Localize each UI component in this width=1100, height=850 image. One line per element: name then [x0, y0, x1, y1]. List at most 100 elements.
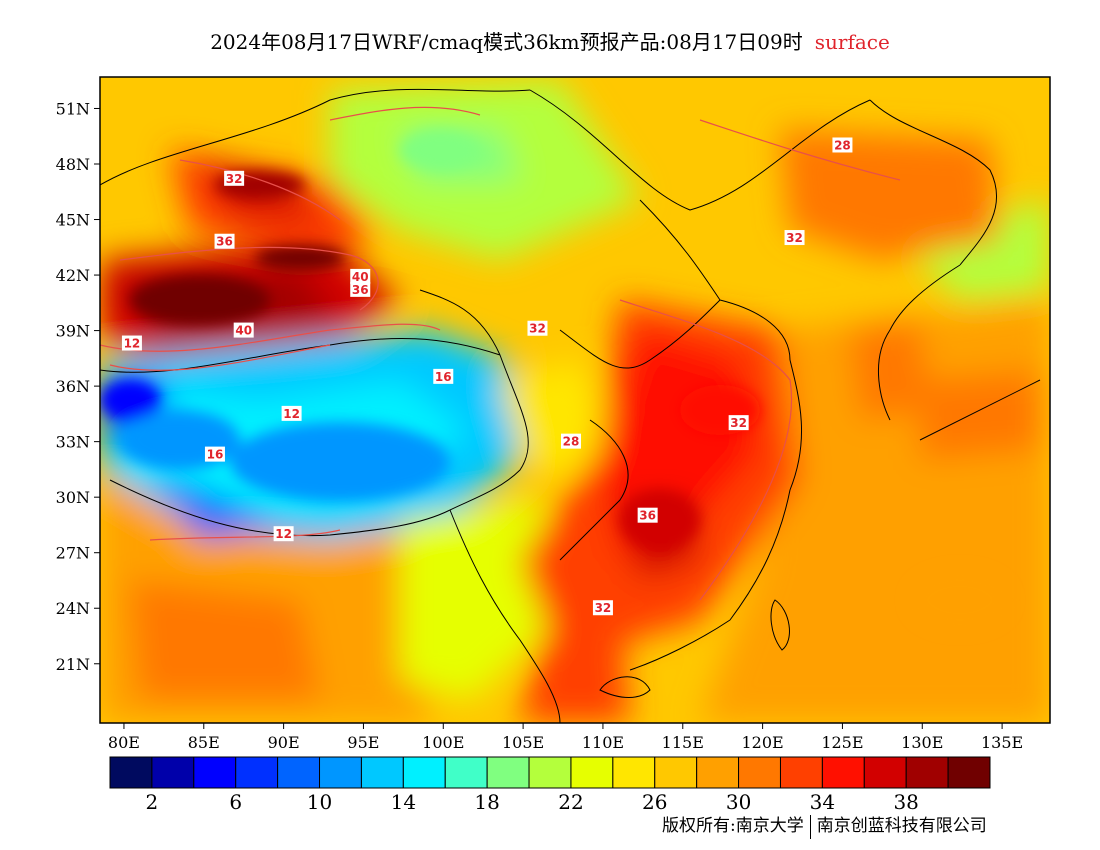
contour-label: 40: [350, 268, 371, 284]
contour-label: 32: [592, 600, 613, 616]
contour-label-bg: [637, 507, 658, 523]
contour-label-value: 28: [563, 435, 580, 449]
contour-label-value: 40: [352, 270, 369, 284]
contour-label-value: 12: [124, 337, 141, 351]
contour-label-value: 12: [283, 407, 300, 421]
contour-label-value: 28: [834, 138, 851, 152]
lat-tick-label: 51N: [56, 99, 90, 118]
contour-label-value: 16: [207, 448, 224, 462]
contour-label-value: 32: [730, 416, 747, 430]
colorbar-tick-label: 30: [726, 790, 751, 814]
contour-label: 32: [527, 320, 548, 336]
lon-tick-label: 120E: [741, 733, 783, 752]
contour-label-value: 36: [352, 283, 369, 297]
contour-label-value: 32: [595, 601, 612, 615]
contour-label: 16: [204, 446, 225, 462]
map-frame: [99, 76, 1051, 724]
colorbar-tick-label: 34: [810, 790, 835, 814]
lon-tick-label: 100E: [422, 733, 464, 752]
colorbar-tick-label: 18: [474, 790, 499, 814]
contour-label: 40: [233, 322, 254, 338]
contour-label-bg: [527, 320, 548, 336]
colorbar-swatch: [779, 756, 823, 789]
contour-label: 28: [561, 433, 582, 449]
contour-lines: [100, 106, 901, 601]
contour-label-value: 40: [235, 324, 252, 338]
lon-tick-label: 95E: [347, 733, 379, 752]
lon-tick-label: 125E: [821, 733, 863, 752]
lat-tick-label: 36N: [56, 377, 90, 396]
contour-label: 16: [433, 368, 454, 384]
contour-label-bg: [832, 137, 853, 153]
contour-label: 32: [224, 170, 245, 186]
contour-label-bg: [273, 526, 294, 542]
colorbar-swatch: [528, 756, 572, 789]
contour-label-bg: [784, 230, 805, 246]
lat-tick-label: 21N: [56, 655, 90, 674]
lat-tick-label: 48N: [56, 155, 90, 174]
lon-tick-label: 115E: [662, 733, 704, 752]
lon-tick-label: 105E: [502, 733, 544, 752]
contour-label: 36: [214, 233, 235, 249]
contour-label-bg: [214, 233, 235, 249]
contour-label-bg: [561, 433, 582, 449]
contour-label-bg: [592, 600, 613, 616]
colorbar-swatch: [738, 756, 781, 789]
contour-label-bg: [433, 368, 454, 384]
lat-tick-label: 33N: [56, 433, 90, 452]
colorbar-swatch: [696, 756, 740, 789]
copyright-left: 版权所有:南京大学: [662, 816, 804, 836]
colorbar-swatch: [654, 756, 698, 789]
colorbar-swatch: [905, 756, 949, 789]
contour-label: 32: [728, 415, 749, 431]
lon-tick-label: 110E: [582, 733, 624, 752]
contour-label-bg: [350, 268, 371, 284]
lon-tick-label: 130E: [901, 733, 943, 752]
lat-tick-label: 42N: [56, 266, 90, 285]
colorbar-swatch: [193, 756, 237, 789]
lon-tick-label: 85E: [188, 733, 220, 752]
colorbar-swatch: [151, 756, 195, 789]
longitude-axis: 80E 85E 90E 95E 100E 105E 110E 115E 120E 125E 130E…: [108, 723, 1023, 752]
map-plot-area: [100, 77, 1050, 723]
contour-label: 28: [832, 137, 853, 153]
contour-label: 32: [784, 230, 805, 246]
colorbar-swatch: [486, 756, 530, 789]
colorbar-tick-label: 6: [229, 790, 242, 814]
contour-label-bg: [224, 170, 245, 186]
lat-tick-label: 30N: [56, 488, 90, 507]
lon-tick-label: 135E: [981, 733, 1023, 752]
title-level: surface: [814, 30, 890, 54]
contour-label-bg: [728, 415, 749, 431]
colorbar-swatch: [444, 756, 488, 789]
lat-tick-label: 39N: [56, 322, 90, 341]
contour-label-value: 16: [435, 370, 452, 384]
map-title: 2024年08月17日WRF/cmaq模式36km预报产品:08月17日09时 s…: [0, 26, 1100, 55]
contour-label-value: 36: [216, 235, 233, 249]
colorbar-tick-label: 14: [391, 790, 416, 814]
lat-tick-label: 24N: [56, 599, 90, 618]
latitude-axis: 51N 48N 45N 42N 39N 36N 33N 30N 27N 24N 21N: [56, 99, 100, 674]
contour-label-value: 32: [226, 172, 243, 186]
contour-label-value: 36: [639, 509, 656, 523]
colorbar-tick-label: 10: [307, 790, 332, 814]
colorbar-ticks: 2 6 10 14 18 22 26 30 34 38: [146, 790, 919, 814]
colorbar-tick-label: 22: [558, 790, 583, 814]
contour-label-bg: [281, 405, 302, 421]
colorbar-swatch: [612, 756, 656, 789]
lon-tick-label: 90E: [268, 733, 300, 752]
copyright-text: 版权所有:南京大学 南京创蓝科技有限公司: [662, 811, 987, 839]
colorbar-swatch: [360, 756, 404, 789]
copyright-right: 南京创蓝科技有限公司: [816, 816, 987, 836]
colorbar-swatch: [821, 756, 865, 789]
colorbar-tick-label: 2: [146, 790, 159, 814]
colorbar-swatch: [402, 756, 446, 789]
colorbar-tick-label: 38: [893, 790, 918, 814]
contour-label: 36: [637, 507, 658, 523]
contour-label-value: 32: [786, 231, 803, 245]
colorbar-swatch: [863, 756, 907, 789]
contour-label: 12: [273, 526, 294, 542]
